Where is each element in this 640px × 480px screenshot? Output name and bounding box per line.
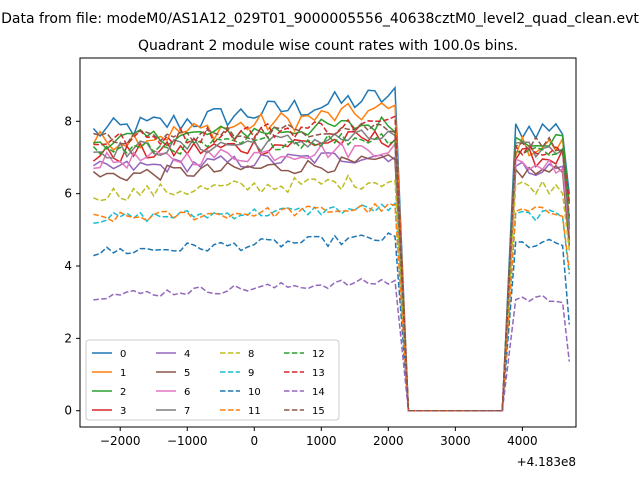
y-tick-label: 2 bbox=[64, 331, 72, 345]
legend-label-11: 11 bbox=[248, 406, 261, 417]
x-tick-label: 1000 bbox=[306, 434, 337, 448]
axes-frame bbox=[79, 57, 577, 428]
series-line-15 bbox=[93, 122, 571, 412]
x-axis: −2000 −1000 0 1000 2000 3000 4000 bbox=[100, 427, 538, 448]
figure-suptitle: Data from file: modeM0/AS1A12_029T01_900… bbox=[1, 11, 639, 27]
y-tick-label: 6 bbox=[64, 187, 72, 201]
x-offset-label: +4.183e8 bbox=[517, 455, 576, 469]
legend-label-6: 6 bbox=[184, 387, 190, 398]
legend-label-14: 14 bbox=[312, 387, 325, 398]
legend-label-4: 4 bbox=[184, 349, 190, 360]
legend-label-15: 15 bbox=[312, 406, 325, 417]
legend-label-9: 9 bbox=[248, 368, 254, 379]
legend-label-12: 12 bbox=[312, 349, 325, 360]
x-tick-label: 0 bbox=[250, 434, 258, 448]
series-line-13 bbox=[93, 115, 571, 412]
y-tick-label: 4 bbox=[64, 259, 72, 273]
chart-title: Quadrant 2 module wise count rates with … bbox=[138, 38, 518, 54]
legend-label-13: 13 bbox=[312, 368, 325, 379]
legend-frame bbox=[85, 339, 340, 421]
y-axis: 0 2 4 6 8 bbox=[64, 114, 80, 418]
legend-label-10: 10 bbox=[248, 387, 261, 398]
x-tick-label: 2000 bbox=[373, 434, 404, 448]
legend-label-7: 7 bbox=[184, 406, 190, 417]
legend-label-1: 1 bbox=[120, 368, 126, 379]
legend-label-0: 0 bbox=[120, 349, 126, 360]
x-tick-label: −2000 bbox=[100, 434, 141, 448]
legend-label-8: 8 bbox=[248, 349, 254, 360]
y-tick-label: 0 bbox=[64, 404, 72, 418]
legend-label-3: 3 bbox=[120, 406, 126, 417]
x-tick-label: 3000 bbox=[440, 434, 471, 448]
legend-label-2: 2 bbox=[120, 387, 126, 398]
series-line-14 bbox=[93, 277, 571, 412]
legend-label-5: 5 bbox=[184, 368, 190, 379]
plot-area bbox=[92, 85, 571, 412]
x-tick-label: 4000 bbox=[507, 434, 538, 448]
y-tick-label: 8 bbox=[64, 114, 72, 128]
x-tick-label: −1000 bbox=[167, 434, 208, 448]
series-line-12 bbox=[92, 132, 571, 412]
